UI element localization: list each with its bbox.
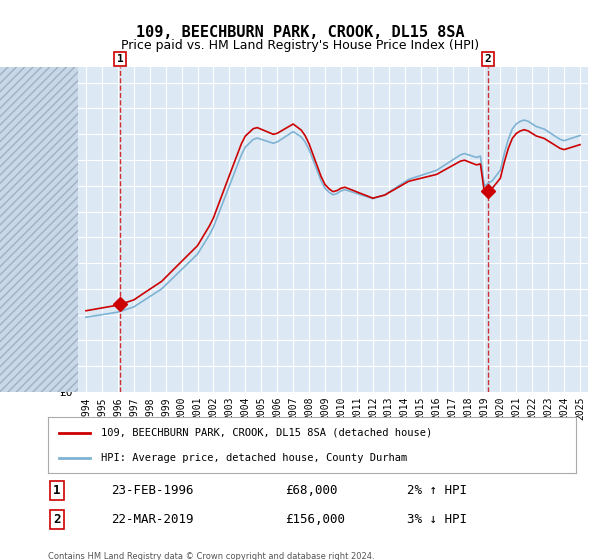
Text: 109, BEECHBURN PARK, CROOK, DL15 8SA (detached house): 109, BEECHBURN PARK, CROOK, DL15 8SA (de… xyxy=(101,428,432,438)
Text: 1: 1 xyxy=(53,484,61,497)
Text: £68,000: £68,000 xyxy=(286,484,338,497)
Text: 2: 2 xyxy=(53,513,61,526)
Text: 22-MAR-2019: 22-MAR-2019 xyxy=(112,513,194,526)
Text: 23-FEB-1996: 23-FEB-1996 xyxy=(112,484,194,497)
Text: 2% ↑ HPI: 2% ↑ HPI xyxy=(407,484,467,497)
Text: 1: 1 xyxy=(117,54,124,64)
Text: Price paid vs. HM Land Registry's House Price Index (HPI): Price paid vs. HM Land Registry's House … xyxy=(121,39,479,52)
Text: 2: 2 xyxy=(485,54,491,64)
Text: 3% ↓ HPI: 3% ↓ HPI xyxy=(407,513,467,526)
Text: HPI: Average price, detached house, County Durham: HPI: Average price, detached house, Coun… xyxy=(101,452,407,463)
Text: 109, BEECHBURN PARK, CROOK, DL15 8SA: 109, BEECHBURN PARK, CROOK, DL15 8SA xyxy=(136,25,464,40)
Text: Contains HM Land Registry data © Crown copyright and database right 2024.
This d: Contains HM Land Registry data © Crown c… xyxy=(48,552,374,560)
Text: £156,000: £156,000 xyxy=(286,513,346,526)
